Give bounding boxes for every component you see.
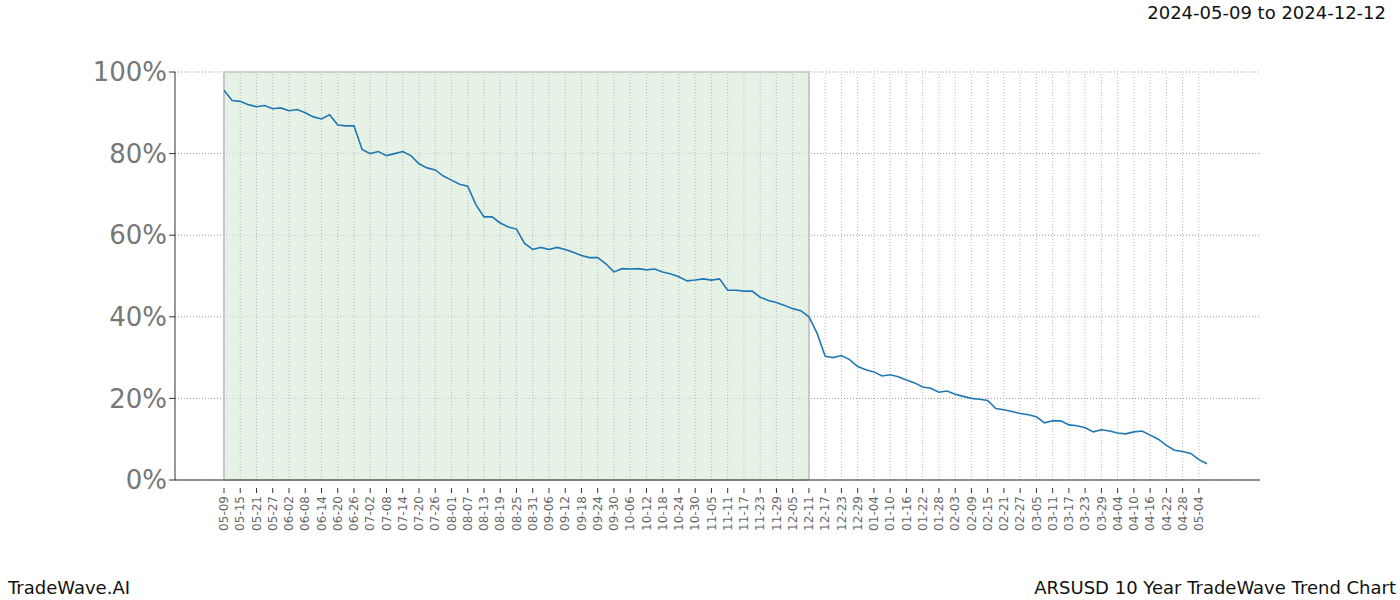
svg-text:07-26: 07-26 [428, 496, 442, 531]
svg-text:09-06: 09-06 [542, 496, 556, 531]
html-text:2024-05-09 to 2024-12-12: 2024-05-09 to 2024-12-12 [1147, 2, 1386, 23]
svg-text:11-29: 11-29 [770, 496, 784, 531]
svg-text:11-11: 11-11 [721, 496, 735, 531]
svg-text:11-23: 11-23 [753, 496, 767, 531]
svg-text:04-22: 04-22 [1160, 496, 1174, 531]
svg-text:40%: 40% [109, 302, 167, 332]
svg-text:10-12: 10-12 [640, 496, 654, 531]
svg-text:02-09: 02-09 [965, 496, 979, 531]
svg-text:09-30: 09-30 [607, 496, 621, 531]
svg-text:03-29: 03-29 [1095, 496, 1109, 531]
svg-text:07-02: 07-02 [363, 496, 377, 531]
svg-text:01-04: 01-04 [867, 496, 881, 531]
svg-text:0%: 0% [126, 465, 167, 495]
svg-text:05-09: 05-09 [217, 496, 231, 531]
svg-text:03-23: 03-23 [1078, 496, 1092, 531]
svg-text:09-18: 09-18 [575, 496, 589, 531]
svg-text:03-17: 03-17 [1062, 496, 1076, 531]
svg-text:01-16: 01-16 [900, 496, 914, 531]
svg-text:20%: 20% [109, 384, 167, 414]
svg-text:10-24: 10-24 [672, 496, 686, 531]
svg-text:80%: 80% [109, 139, 167, 169]
svg-text:09-24: 09-24 [591, 496, 605, 531]
svg-text:04-10: 04-10 [1127, 496, 1141, 531]
svg-text:04-28: 04-28 [1176, 496, 1190, 531]
svg-text:12-05: 12-05 [786, 496, 800, 531]
svg-text:06-08: 06-08 [298, 496, 312, 531]
svg-text:08-13: 08-13 [477, 496, 491, 531]
svg-text:06-14: 06-14 [315, 496, 329, 531]
svg-text:05-27: 05-27 [266, 496, 280, 531]
svg-text:06-02: 06-02 [282, 496, 296, 531]
svg-text:08-25: 08-25 [510, 496, 524, 531]
svg-text:10-18: 10-18 [656, 496, 670, 531]
svg-text:01-28: 01-28 [932, 496, 946, 531]
svg-text:100%: 100% [93, 57, 167, 87]
svg-text:02-27: 02-27 [1013, 496, 1027, 531]
svg-text:02-21: 02-21 [997, 496, 1011, 531]
svg-text:08-07: 08-07 [461, 496, 475, 531]
svg-text:05-15: 05-15 [233, 496, 247, 531]
svg-text:05-04: 05-04 [1192, 496, 1206, 531]
svg-text:12-11: 12-11 [802, 496, 816, 531]
svg-text:10-06: 10-06 [623, 496, 637, 531]
svg-text:10-30: 10-30 [688, 496, 702, 531]
svg-text:08-19: 08-19 [493, 496, 507, 531]
svg-text:06-26: 06-26 [347, 496, 361, 531]
svg-text:03-11: 03-11 [1046, 496, 1060, 531]
svg-text:08-01: 08-01 [445, 496, 459, 531]
svg-text:05-21: 05-21 [250, 496, 264, 531]
svg-text:04-04: 04-04 [1111, 496, 1125, 531]
svg-text:06-20: 06-20 [331, 496, 345, 531]
svg-text:04-16: 04-16 [1143, 496, 1157, 531]
svg-text:07-20: 07-20 [412, 496, 426, 531]
svg-text:02-03: 02-03 [948, 496, 962, 531]
svg-text:12-17: 12-17 [818, 496, 832, 531]
svg-text:01-10: 01-10 [883, 496, 897, 531]
svg-text:07-08: 07-08 [380, 496, 394, 531]
svg-text:02-15: 02-15 [981, 496, 995, 531]
svg-text:12-23: 12-23 [835, 496, 849, 531]
svg-text:08-31: 08-31 [526, 496, 540, 531]
svg-text:01-22: 01-22 [916, 496, 930, 531]
svg-text:12-29: 12-29 [851, 496, 865, 531]
html-text:TradeWave.AI: TradeWave.AI [8, 577, 130, 598]
html-text:ARSUSD 10 Year TradeWave Trend: ARSUSD 10 Year TradeWave Trend Chart [1034, 577, 1396, 598]
svg-text:03-05: 03-05 [1030, 496, 1044, 531]
svg-text:09-12: 09-12 [558, 496, 572, 531]
svg-text:07-14: 07-14 [396, 496, 410, 531]
svg-text:11-05: 11-05 [705, 496, 719, 531]
svg-text:60%: 60% [109, 220, 167, 250]
svg-text:11-17: 11-17 [737, 496, 751, 531]
